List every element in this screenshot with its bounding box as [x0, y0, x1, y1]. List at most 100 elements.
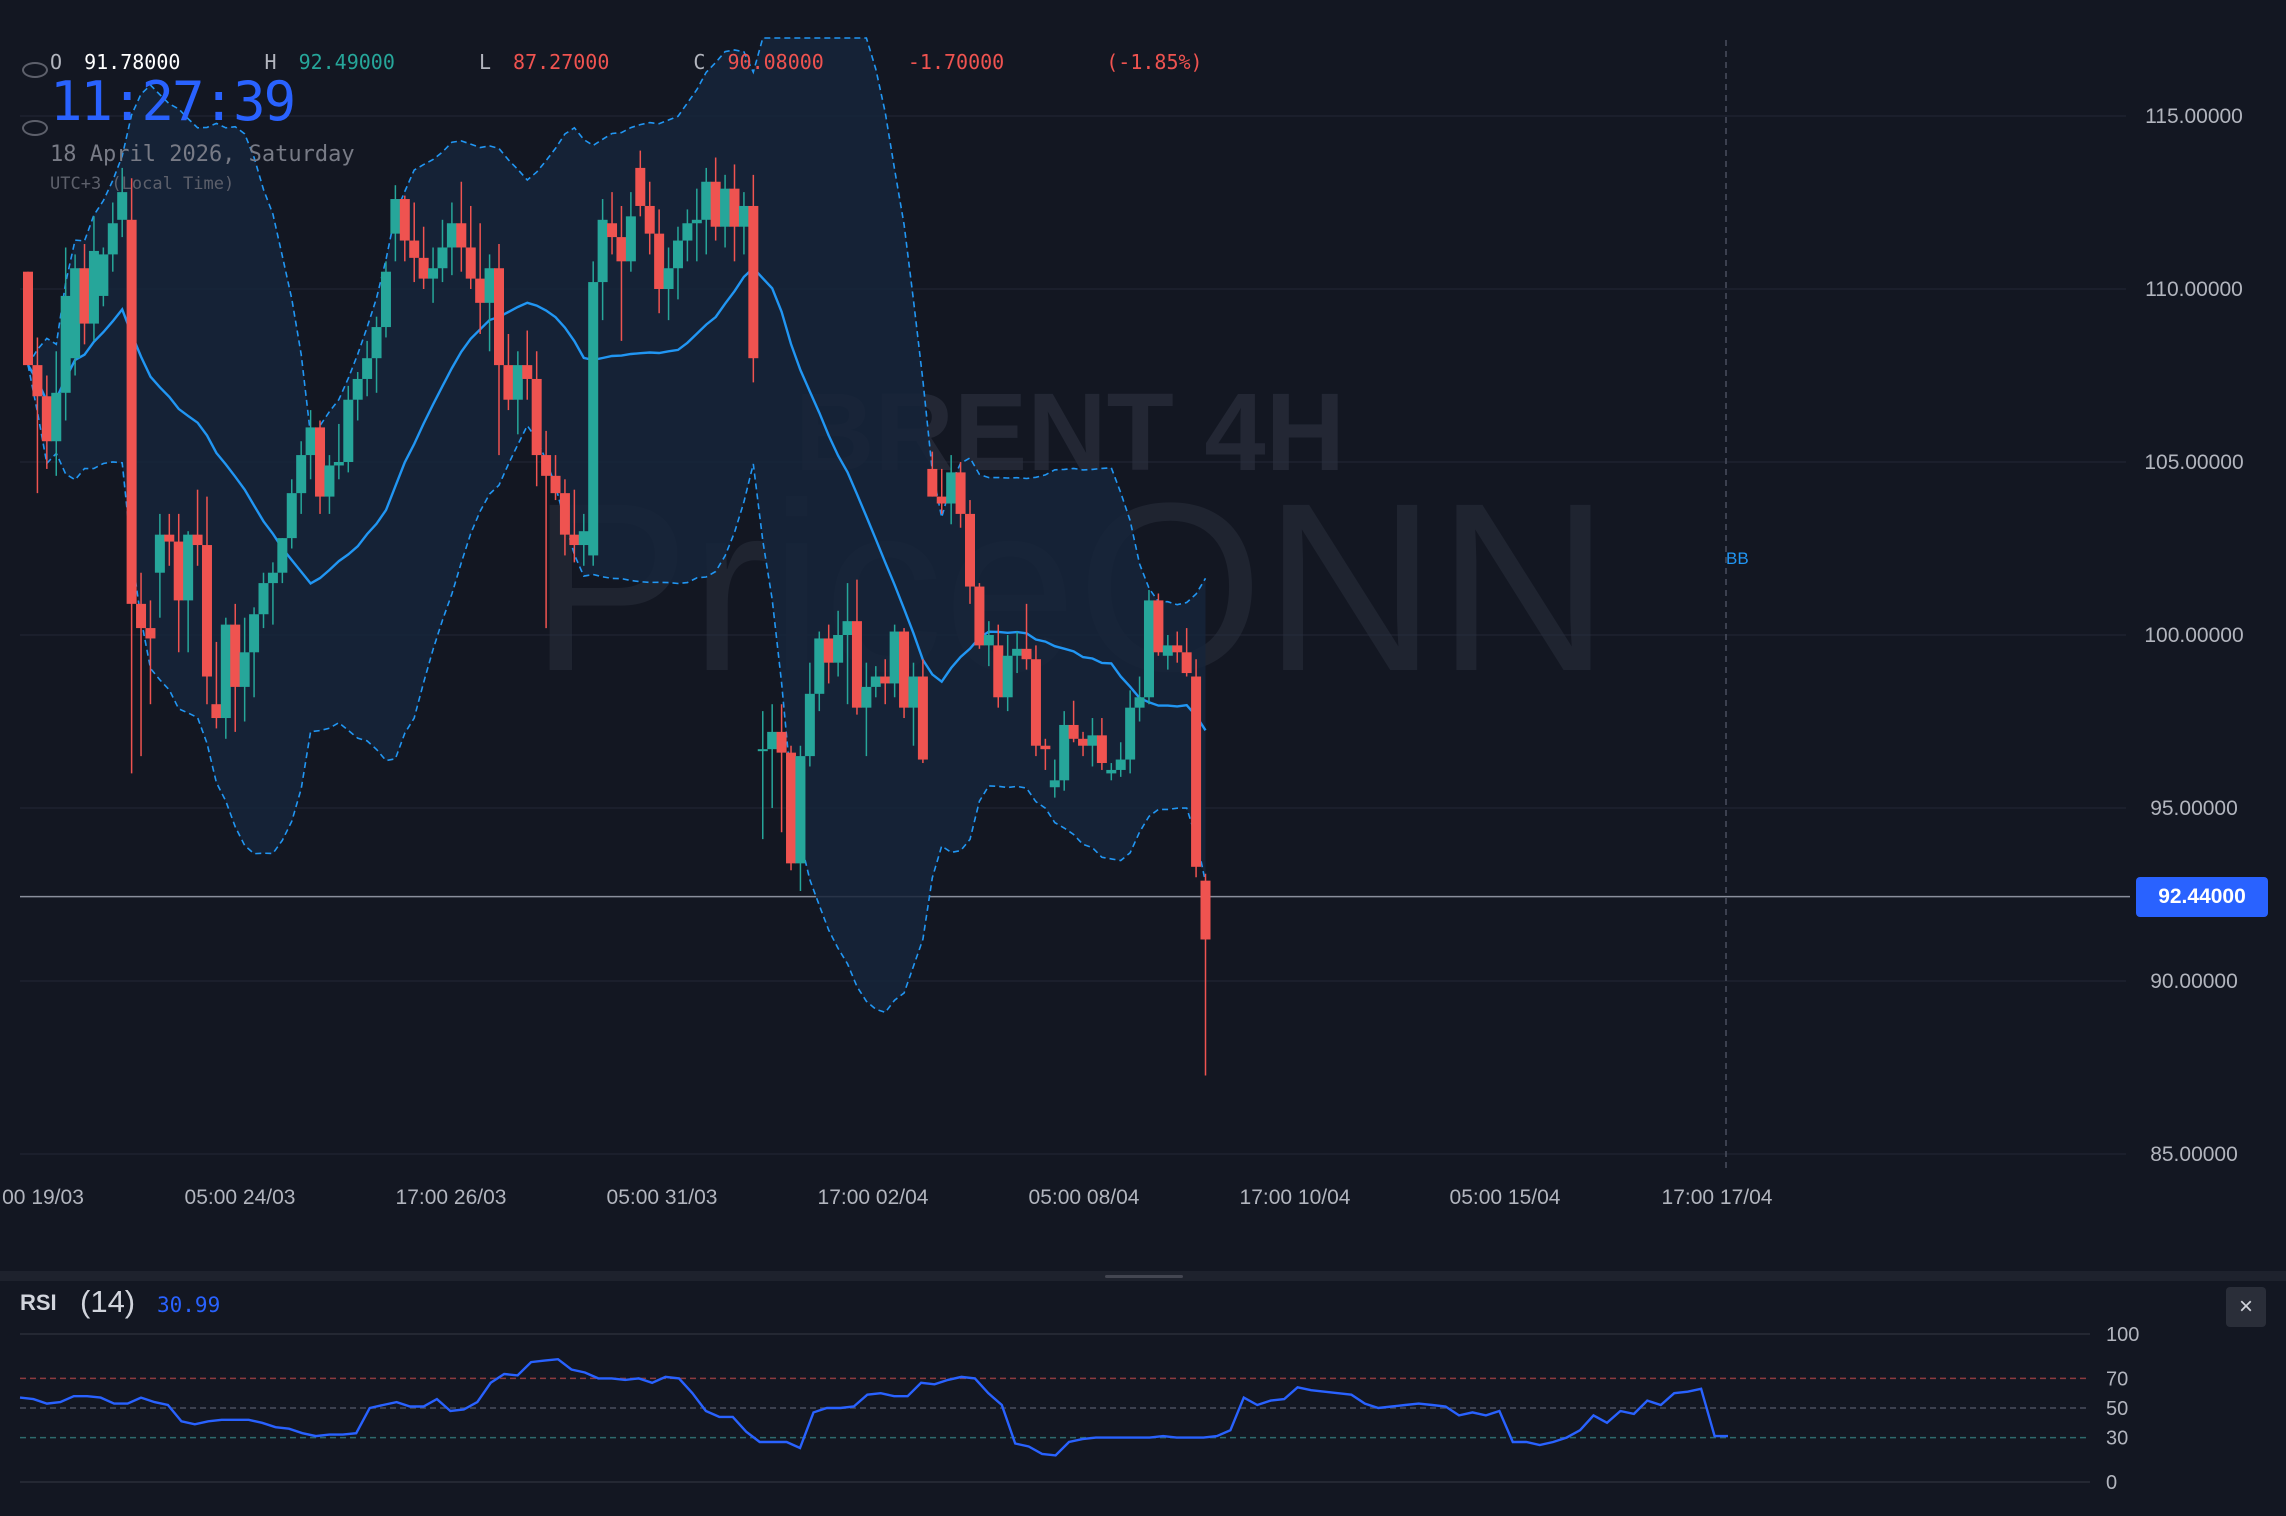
- candle-body: [41, 396, 52, 442]
- candle-body: [1030, 659, 1041, 746]
- bb-upper: [27, 37, 1207, 606]
- candle-body: [1172, 645, 1183, 653]
- y-tick-label: 95.00000: [2150, 797, 2238, 820]
- x-tick-label: 00 19/03: [2, 1186, 84, 1209]
- candle: [616, 205, 627, 341]
- open-label: O: [50, 50, 63, 74]
- candle: [578, 513, 589, 566]
- candle: [550, 455, 561, 501]
- low-value: 87.27000: [513, 50, 610, 74]
- candle-body: [324, 465, 335, 497]
- candle-body: [804, 693, 815, 757]
- candle-body: [927, 468, 938, 497]
- candle: [107, 202, 118, 272]
- candle-body: [1125, 707, 1136, 760]
- candle: [720, 174, 731, 248]
- candle: [1115, 742, 1126, 777]
- candle-body: [51, 392, 62, 442]
- candle-body: [597, 219, 608, 283]
- candle: [503, 333, 514, 411]
- candle: [1153, 593, 1164, 656]
- candle: [1143, 590, 1154, 705]
- clock-time: 11:27:39: [50, 70, 296, 133]
- candle: [1125, 690, 1136, 774]
- candle: [804, 662, 815, 767]
- candle: [296, 441, 307, 514]
- candle: [220, 617, 231, 739]
- candle-body: [305, 427, 316, 456]
- candle: [870, 666, 881, 698]
- candle: [795, 745, 806, 892]
- candle: [1078, 731, 1089, 757]
- candle: [1181, 628, 1192, 677]
- candle: [32, 337, 43, 494]
- candle: [201, 496, 212, 705]
- candle: [465, 205, 476, 289]
- eye-icon[interactable]: [22, 62, 48, 78]
- close-icon[interactable]: ×: [2226, 1287, 2266, 1327]
- candle-body: [974, 586, 985, 646]
- candle: [380, 261, 391, 338]
- y-tick-label: 100.00000: [2144, 624, 2243, 647]
- candle-body: [569, 534, 580, 546]
- candle: [738, 192, 749, 255]
- candle: [409, 202, 420, 283]
- pane-resize-handle[interactable]: [1105, 1275, 1183, 1278]
- candle-body: [230, 624, 241, 687]
- candle: [446, 202, 457, 276]
- candle: [475, 223, 486, 334]
- candle-body: [889, 631, 900, 684]
- candle-body: [23, 271, 33, 366]
- candle-body: [1200, 880, 1211, 940]
- time-axis[interactable]: 00 19/03 05:00 24/03 17:00 26/03 05:00 31/0…: [2, 1186, 1773, 1209]
- price-axis[interactable]: 115.00000 110.00000 105.00000 100.00000 95.0…: [2144, 105, 2243, 1166]
- candle-body: [249, 614, 260, 653]
- candle-body: [870, 676, 881, 687]
- candle: [1012, 631, 1023, 674]
- candle: [88, 216, 99, 341]
- y-tick-label: 85.00000: [2150, 1143, 2238, 1166]
- current-price-badge: 92.44000: [2136, 877, 2268, 917]
- candle-body: [616, 237, 627, 262]
- candle: [776, 704, 787, 833]
- candle: [277, 538, 288, 584]
- candle: [371, 316, 382, 393]
- bollinger-bands: [26, 37, 1207, 1014]
- candle: [390, 185, 401, 262]
- high-value: 92.49000: [298, 50, 395, 74]
- candle: [889, 624, 900, 698]
- candle: [1200, 873, 1211, 1076]
- candle: [597, 199, 608, 321]
- candle-body: [842, 621, 853, 635]
- candle-body: [776, 731, 787, 753]
- candle-body: [663, 268, 674, 289]
- rsi-pane[interactable]: 100 70 50 30 0: [19, 1324, 2139, 1494]
- candle-body: [60, 295, 71, 393]
- x-tick-label: 17:00 26/03: [396, 1186, 507, 1209]
- candle-body: [88, 250, 99, 324]
- candle: [428, 247, 439, 303]
- candle: [418, 226, 429, 289]
- candle-body: [701, 181, 712, 220]
- candle: [522, 330, 533, 400]
- candle-body: [720, 188, 731, 227]
- ohlc-legend: O 91.78000 H 92.49000 L 87.27000 C 90.08…: [28, 50, 1203, 74]
- bb-label: BB: [1726, 549, 1749, 568]
- candle: [983, 621, 994, 667]
- candle-body: [738, 205, 749, 227]
- candle-body: [1002, 655, 1013, 698]
- rsi-label: RSI: [20, 1290, 57, 1315]
- eye-icon[interactable]: [22, 120, 48, 136]
- candle-body: [814, 638, 825, 694]
- candle-body: [437, 247, 448, 269]
- candle-body: [861, 686, 872, 708]
- candle-body: [409, 240, 420, 258]
- x-tick-label: 05:00 08/04: [1029, 1186, 1140, 1209]
- candle-body: [512, 365, 523, 400]
- candle: [164, 513, 175, 566]
- bb-basis: [26, 266, 1207, 731]
- candle-body: [908, 676, 919, 708]
- candle-body: [559, 493, 570, 535]
- candle-body: [362, 358, 373, 379]
